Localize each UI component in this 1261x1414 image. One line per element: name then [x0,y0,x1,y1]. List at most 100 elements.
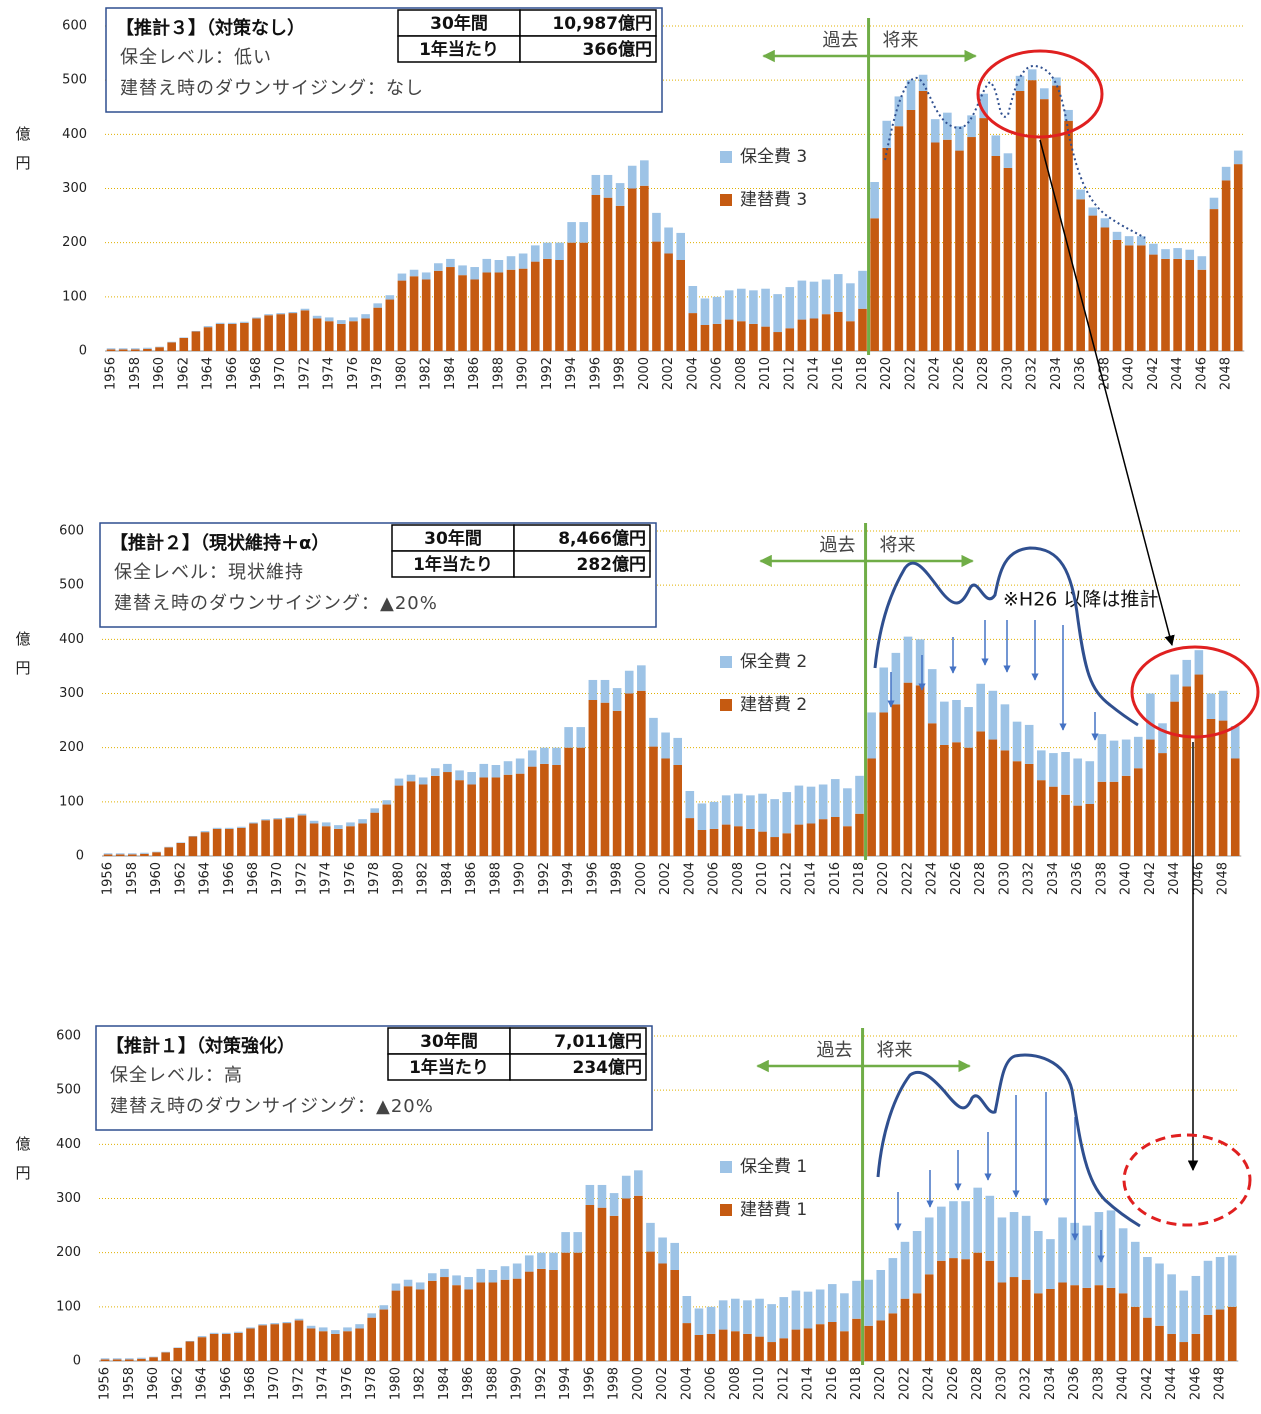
info-level: 保全レベル：現状維持 [114,562,304,583]
bar-segment [1112,239,1122,351]
bar-segment [706,1306,716,1334]
bar-segment [591,195,601,351]
bar-segment [234,1331,243,1333]
bar-segment [530,245,540,262]
bar-segment [652,212,661,242]
bar-segment [1009,1212,1019,1278]
bar-segment [646,1251,655,1361]
table-label: 1年当たり [419,39,499,60]
bar-segment [1230,758,1240,856]
x-tick-label: 2014 [804,862,819,895]
x-tick-label: 1980 [394,357,409,390]
bar-segment [1082,1225,1092,1288]
bar-segment [203,326,213,328]
bar-segment [1100,218,1110,228]
x-tick-label: 1998 [607,1367,622,1400]
bar-segment [155,347,164,351]
bar-segment [355,1328,364,1361]
x-tick-label: 2020 [873,1367,888,1400]
x-tick-label: 2044 [1170,357,1185,390]
bar-segment [1064,109,1073,121]
bar-segment [555,260,564,351]
bar-segment [1227,1255,1237,1307]
bar-segment [324,321,334,351]
bar-segment [761,288,770,327]
bar-segment [846,283,855,322]
bar-segment [482,258,492,273]
bar-segment [258,1325,267,1361]
bar-segment [476,1268,486,1283]
bar-segment [688,286,698,314]
legend-label: 建替費 1 [740,1200,807,1220]
x-tick-label: 2042 [1143,862,1158,895]
x-tick-label: 1990 [516,357,531,390]
future-label: 将来 [880,535,916,556]
bar-segment [918,91,928,351]
x-tick-label: 1988 [491,357,506,390]
bar-segment [782,792,792,834]
x-tick-label: 1960 [146,1367,161,1400]
bar-segment [1000,750,1010,856]
bar-segment [1206,693,1216,719]
x-tick-label: 2004 [685,357,700,390]
bar-segment [1227,1306,1237,1361]
y-tick-label: 600 [59,524,84,539]
future-label: 将来 [877,1040,913,1061]
bar-segment [1027,69,1037,81]
x-tick-label: 2010 [752,1367,767,1400]
x-tick-label: 1976 [346,357,361,390]
bar-segment [676,232,685,260]
bar-segment [1161,258,1170,351]
x-tick-label: 1964 [198,862,213,895]
x-tick-label: 1972 [291,1367,306,1400]
y-tick-label: 400 [59,632,84,647]
x-tick-label: 2018 [852,862,867,895]
bar-segment [246,1328,255,1361]
bar-segment [125,1359,134,1361]
bar-segment [249,822,258,824]
bar-segment [1179,1342,1189,1361]
bar-segment [415,1289,425,1361]
bar-segment [1149,254,1158,351]
bar-segment [1046,1239,1055,1289]
bar-segment [1203,1260,1213,1315]
bar-segment [818,784,828,820]
bar-segment [991,156,1001,351]
bar-segment [1109,781,1119,856]
bar-segment [118,348,128,350]
x-tick-label: 1974 [316,1367,331,1400]
bar-segment [246,1327,255,1329]
x-tick-label: 1984 [443,357,458,390]
bar-segment [252,318,261,351]
x-tick-label: 2048 [1213,1367,1228,1400]
bar-segment [394,778,404,786]
bar-segment [440,1277,449,1361]
bar-segment [830,779,840,817]
bar-segment [597,1184,607,1208]
info-downsizing: 建替え時のダウンサイジング：なし [120,78,424,99]
bar-segment [385,299,395,351]
bar-segment [464,1277,473,1290]
bar-segment [273,818,283,820]
x-tick-label: 2000 [637,357,652,390]
future-label: 将来 [883,30,919,51]
info-title: 【推計２】（現状維持＋α） [110,532,329,554]
x-tick-label: 2000 [634,862,649,895]
x-tick-label: 2036 [1067,1367,1082,1400]
x-tick-label: 2020 [876,862,891,895]
bar-segment [561,1252,570,1361]
x-tick-label: 1992 [540,357,555,390]
x-tick-label: 2046 [1194,357,1209,390]
bar-segment [212,828,222,856]
bar-segment [758,793,767,832]
table-value: 366億円 [583,39,653,60]
bar-segment [1167,1274,1176,1334]
bar-segment [697,803,707,830]
bar-segment [209,1332,219,1334]
bar-segment [743,1300,752,1334]
legend-swatch [720,1161,732,1173]
x-tick-label: 1956 [101,862,116,895]
bar-segment [640,185,649,351]
x-tick-label: 2048 [1219,357,1234,390]
bar-segment [103,854,113,856]
